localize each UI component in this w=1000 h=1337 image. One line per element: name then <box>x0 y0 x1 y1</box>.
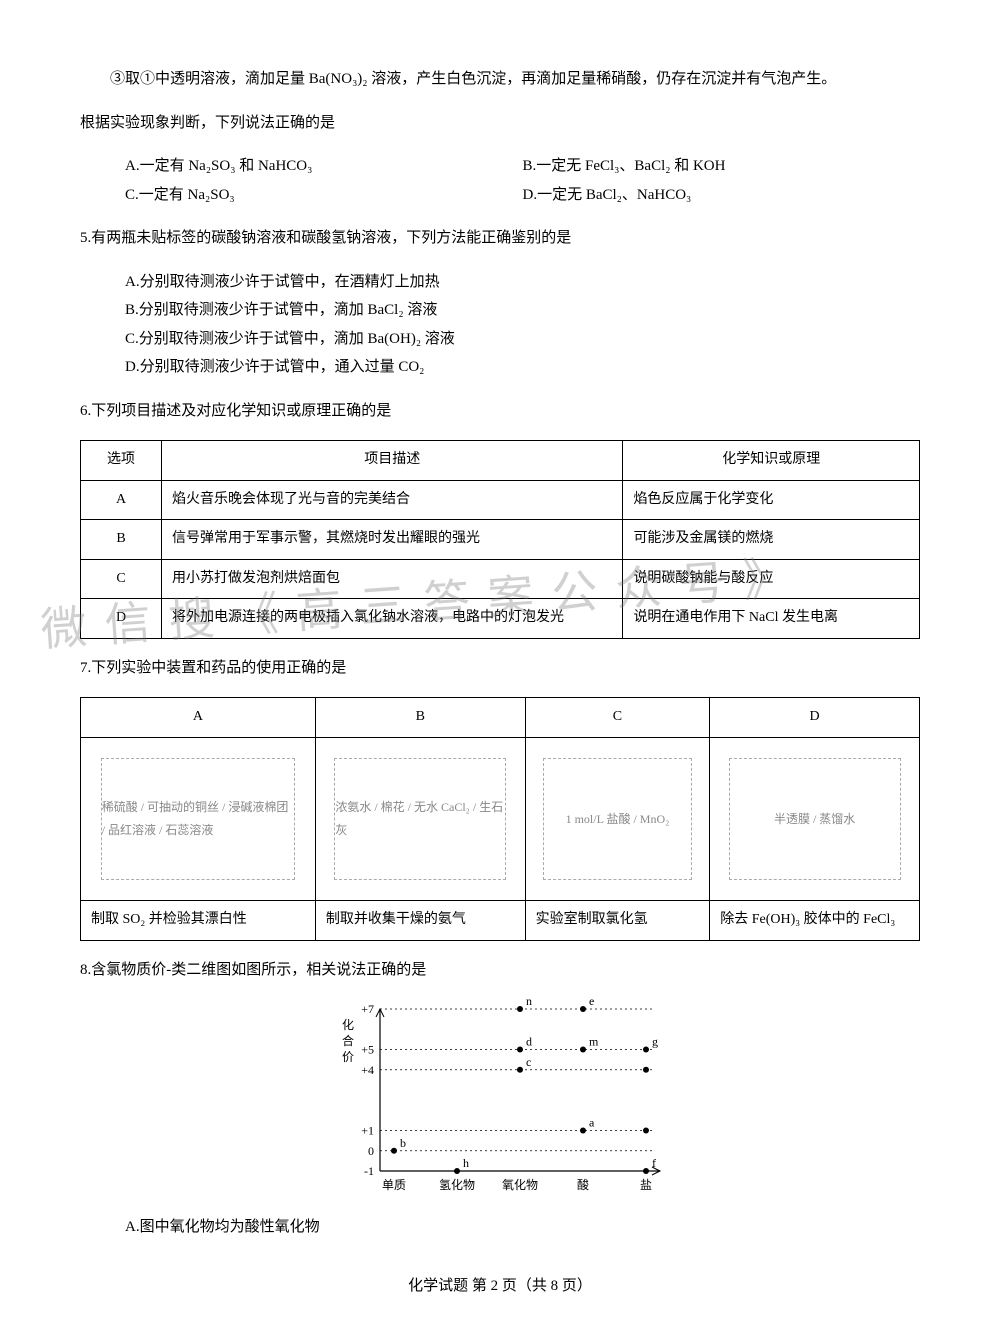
svg-text:+5: +5 <box>361 1043 374 1057</box>
q7-col-b: B <box>315 698 525 738</box>
table-row: A 焰火音乐晚会体现了光与音的完美结合 焰色反应属于化学变化 <box>81 480 920 520</box>
q6-b-desc: 信号弹常用于军事示警，其燃烧时发出耀眼的强光 <box>162 520 623 560</box>
apparatus-diagram: 稀硫酸 / 可抽动的铜丝 / 浸碱液棉团 / 品红溶液 / 石蕊溶液 <box>101 758 296 880</box>
q6-b-know: 可能涉及金属镁的燃烧 <box>623 520 920 560</box>
table-row: B 信号弹常用于军事示警，其燃烧时发出耀眼的强光 可能涉及金属镁的燃烧 <box>81 520 920 560</box>
q4-stem-line3: ③取①中透明溶液，滴加足量 Ba(NO₃)₂ 溶液，产生白色沉淀，再滴加足量稀硝… <box>80 65 920 94</box>
q4-stem-line4: 根据实验现象判断，下列说法正确的是 <box>80 109 920 138</box>
q7-col-d: D <box>710 698 920 738</box>
svg-text:-1: -1 <box>364 1164 374 1178</box>
q6-c-know: 说明碳酸钠能与酸反应 <box>623 559 920 599</box>
q7-col-a: A <box>81 698 316 738</box>
q8-option-a: A.图中氧化物均为酸性氧化物 <box>125 1213 920 1242</box>
diagram-labels: 浓氨水 / 棉花 / 无水 CaCl₂ / 生石灰 <box>335 796 505 842</box>
q6-d-opt: D <box>81 599 162 639</box>
svg-text:+4: +4 <box>361 1063 374 1077</box>
apparatus-diagram: 浓氨水 / 棉花 / 无水 CaCl₂ / 生石灰 <box>334 758 506 880</box>
svg-text:b: b <box>400 1136 406 1150</box>
apparatus-diagram: 半透膜 / 蒸馏水 <box>729 758 901 880</box>
svg-text:e: e <box>589 999 594 1008</box>
q7-col-c: C <box>525 698 710 738</box>
q4-option-b: B.一定无 FeCl₃、BaCl₂ 和 KOH <box>523 152 921 181</box>
svg-text:m: m <box>589 1035 599 1049</box>
q7-table: A B C D 稀硫酸 / 可抽动的铜丝 / 浸碱液棉团 / 品红溶液 / 石蕊… <box>80 697 920 940</box>
q6-b-opt: B <box>81 520 162 560</box>
svg-text:盐: 盐 <box>640 1178 652 1192</box>
q7-diagram-a: 稀硫酸 / 可抽动的铜丝 / 浸碱液棉团 / 品红溶液 / 石蕊溶液 <box>81 738 316 901</box>
q7-diagram-d: 半透膜 / 蒸馏水 <box>710 738 920 901</box>
q5-option-b: B.分别取待测液少许于试管中，滴加 BaCl₂ 溶液 <box>125 296 920 325</box>
svg-text:0: 0 <box>368 1144 374 1158</box>
table-row: D 将外加电源连接的两电极插入氯化钠水溶液，电路中的灯泡发光 说明在通电作用下 … <box>81 599 920 639</box>
diagram-labels: 半透膜 / 蒸馏水 <box>774 808 855 831</box>
q4-option-d: D.一定无 BaCl₂、NaHCO₃ <box>523 181 921 210</box>
q6-th-know: 化学知识或原理 <box>623 441 920 481</box>
q8-stem: 8.含氯物质价-类二维图如图所示，相关说法正确的是 <box>80 956 920 985</box>
svg-text:+7: +7 <box>361 1002 374 1016</box>
apparatus-diagram: 1 mol/L 盐酸 / MnO₂ <box>543 758 692 880</box>
svg-text:g: g <box>652 1035 658 1049</box>
q5-option-d: D.分别取待测液少许于试管中，通入过量 CO₂ <box>125 353 920 382</box>
q7-caption-b: 制取并收集干燥的氨气 <box>315 901 525 941</box>
q6-d-know: 说明在通电作用下 NaCl 发生电离 <box>623 599 920 639</box>
q7-caption-a: 制取 SO₂ 并检验其漂白性 <box>81 901 316 941</box>
svg-text:化: 化 <box>342 1018 354 1032</box>
q6-a-desc: 焰火音乐晚会体现了光与音的完美结合 <box>162 480 623 520</box>
q7-caption-d: 除去 Fe(OH)₃ 胶体中的 FeCl₃ <box>710 901 920 941</box>
q6-stem: 6.下列项目描述及对应化学知识或原理正确的是 <box>80 397 920 426</box>
q5-option-a: A.分别取待测液少许于试管中，在酒精灯上加热 <box>125 268 920 297</box>
q6-c-desc: 用小苏打做发泡剂烘焙面包 <box>162 559 623 599</box>
q6-table: 选项 项目描述 化学知识或原理 A 焰火音乐晚会体现了光与音的完美结合 焰色反应… <box>80 440 920 639</box>
q7-caption-c: 实验室制取氯化氢 <box>525 901 710 941</box>
q6-c-opt: C <box>81 559 162 599</box>
q6-a-opt: A <box>81 480 162 520</box>
q6-th-desc: 项目描述 <box>162 441 623 481</box>
page-footer: 化学试题 第 2 页（共 8 页） <box>80 1272 920 1301</box>
q8-valence-chart: +7 +5 +4 +1 0 -1 化合价单质 氢化物 氧化物 酸 盐 n e d m g c a b h f <box>330 999 670 1199</box>
svg-text:氧化物: 氧化物 <box>502 1178 538 1192</box>
q4-option-a: A.一定有 Na₂SO₃ 和 NaHCO₃ <box>125 152 523 181</box>
q5-stem: 5.有两瓶未贴标签的碳酸钠溶液和碳酸氢钠溶液，下列方法能正确鉴别的是 <box>80 224 920 253</box>
q6-th-opt: 选项 <box>81 441 162 481</box>
table-row: C 用小苏打做发泡剂烘焙面包 说明碳酸钠能与酸反应 <box>81 559 920 599</box>
svg-text:d: d <box>526 1035 532 1049</box>
svg-text:n: n <box>526 999 532 1008</box>
q7-diagram-b: 浓氨水 / 棉花 / 无水 CaCl₂ / 生石灰 <box>315 738 525 901</box>
q6-d-desc: 将外加电源连接的两电极插入氯化钠水溶液，电路中的灯泡发光 <box>162 599 623 639</box>
diagram-labels: 1 mol/L 盐酸 / MnO₂ <box>566 808 670 831</box>
svg-text:f: f <box>652 1156 656 1170</box>
q4-option-c: C.一定有 Na₂SO₃ <box>125 181 523 210</box>
q7-diagram-c: 1 mol/L 盐酸 / MnO₂ <box>525 738 710 901</box>
q7-stem: 7.下列实验中装置和药品的使用正确的是 <box>80 654 920 683</box>
diagram-labels: 稀硫酸 / 可抽动的铜丝 / 浸碱液棉团 / 品红溶液 / 石蕊溶液 <box>102 796 295 842</box>
svg-text:c: c <box>526 1055 531 1069</box>
svg-text:氢化物: 氢化物 <box>439 1177 475 1192</box>
q6-a-know: 焰色反应属于化学变化 <box>623 480 920 520</box>
q5-option-c: C.分别取待测液少许于试管中，滴加 Ba(OH)₂ 溶液 <box>125 325 920 354</box>
svg-text:h: h <box>463 1156 469 1170</box>
q8-chart-container: +7 +5 +4 +1 0 -1 化合价单质 氢化物 氧化物 酸 盐 n e d m g c a b h f <box>80 999 920 1199</box>
svg-text:+1: +1 <box>361 1124 374 1138</box>
svg-text:酸: 酸 <box>577 1177 589 1192</box>
svg-text:价: 价 <box>342 1050 354 1064</box>
svg-text:合: 合 <box>342 1033 354 1048</box>
svg-text:a: a <box>589 1116 595 1130</box>
svg-text:单质: 单质 <box>382 1178 406 1192</box>
